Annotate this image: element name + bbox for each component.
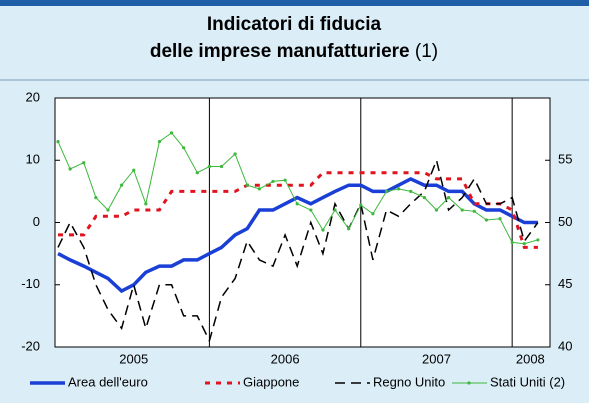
point (271, 179, 275, 184)
point (472, 209, 476, 213)
point (182, 146, 186, 150)
point (510, 240, 514, 245)
point (219, 164, 224, 169)
series-line (57, 157, 539, 343)
point (195, 171, 199, 175)
point (371, 212, 375, 216)
point (484, 218, 489, 222)
point (283, 178, 287, 182)
point (207, 164, 212, 169)
point (347, 227, 351, 231)
point (157, 139, 162, 144)
point (397, 187, 401, 191)
point (359, 203, 363, 207)
legend-marker (467, 381, 471, 385)
point (257, 187, 261, 191)
legend-label: Regno Unito (373, 374, 445, 389)
y-tick-label: -20 (21, 338, 40, 353)
point (333, 208, 337, 212)
point (68, 167, 72, 171)
x-tick-label: 2008 (516, 351, 545, 366)
point (120, 183, 124, 187)
x-tick-label: 2007 (422, 351, 451, 366)
x-tick-label: 2006 (271, 351, 300, 366)
point (94, 196, 98, 200)
point (460, 208, 464, 212)
y2-tick-label: 40 (558, 338, 572, 353)
y2-tick-label: 50 (558, 214, 572, 229)
y2-tick-label: 45 (558, 276, 572, 291)
point (82, 161, 86, 165)
legend-label: Area dell'euro (68, 374, 148, 389)
point (321, 228, 325, 232)
y2-tick-label: 55 (558, 152, 572, 167)
point (169, 131, 174, 135)
point (106, 208, 110, 212)
point (144, 202, 148, 206)
point (536, 238, 540, 242)
point (522, 242, 526, 246)
y-tick-label: 20 (26, 89, 40, 104)
point (422, 196, 426, 200)
plot-area (54, 97, 551, 348)
header-bar (0, 0, 589, 6)
point (384, 189, 389, 193)
point (233, 152, 237, 156)
chart-title-line: delle imprese manufatturiere (1) (150, 41, 438, 62)
point (309, 208, 313, 212)
point (434, 208, 439, 212)
point (446, 196, 451, 200)
chart-title: Indicatori di fiducia (207, 14, 382, 35)
x-tick-label: 2005 (119, 351, 148, 366)
y-tick-label: -10 (21, 276, 40, 291)
series-line (58, 171, 538, 249)
y-tick-label: 10 (26, 152, 40, 167)
point (245, 183, 249, 187)
legend-label: Stati Uniti (2) (490, 374, 565, 389)
legend-label: Giappone (243, 374, 299, 389)
series-line (57, 176, 538, 294)
point (132, 168, 136, 172)
point (56, 139, 60, 144)
point (295, 202, 299, 206)
point (409, 189, 413, 193)
point (498, 217, 502, 221)
y-tick-label: 0 (33, 214, 40, 229)
